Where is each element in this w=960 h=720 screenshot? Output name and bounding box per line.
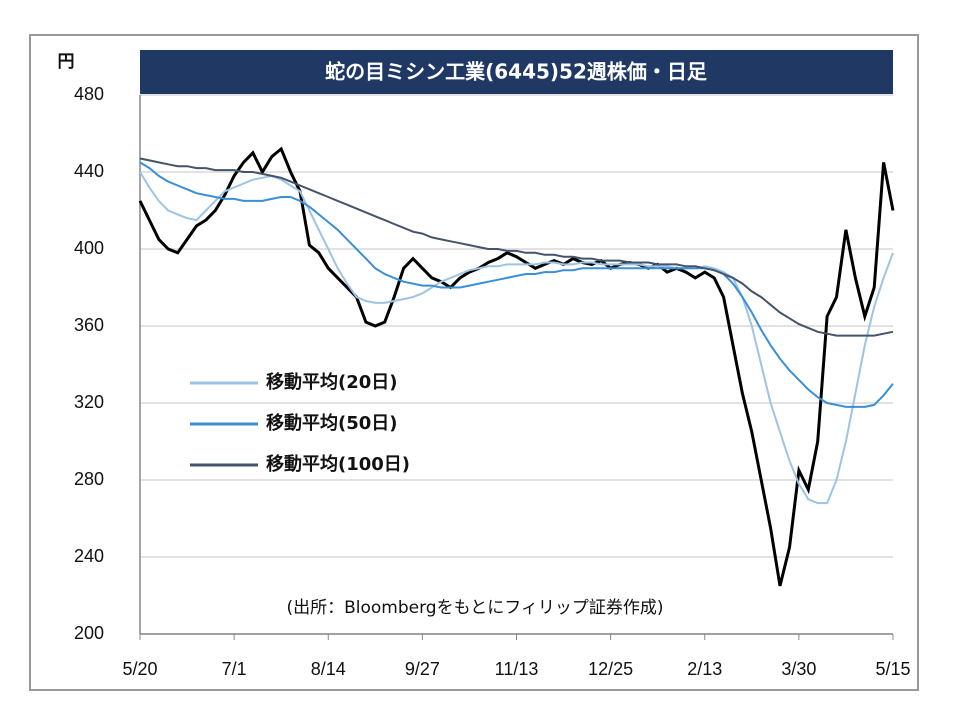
x-tick-label: 12/25 (588, 659, 633, 679)
title-bar (140, 50, 893, 94)
ma-line (139, 157, 894, 337)
x-tick-label: 3/30 (781, 659, 816, 679)
ma-line (139, 161, 894, 408)
x-tick-label: 7/1 (222, 659, 247, 679)
y-unit: 円 (58, 52, 75, 72)
y-tick-label: 440 (74, 161, 104, 181)
x-tick-label: 9/27 (405, 659, 440, 679)
y-tick-label: 200 (74, 623, 104, 643)
x-tick-label: 8/14 (311, 659, 346, 679)
chart-frame (29, 34, 919, 691)
y-tick-label: 400 (74, 238, 104, 258)
x-tick-label: 5/15 (875, 659, 910, 679)
x-tick-label: 2/13 (687, 659, 722, 679)
x-tick-label: 5/20 (122, 659, 157, 679)
legend-label: 移動平均(50日) (266, 412, 398, 434)
annotation: (出所：Bloombergをもとにフィリップ証券作成) (286, 598, 663, 618)
legend-label: 移動平均(20日) (266, 371, 398, 393)
chart-title: 蛇の目ミシン工業(6445)52週株価・日足 (325, 60, 708, 84)
y-tick-label: 280 (74, 469, 104, 489)
price-line (138, 146, 895, 587)
y-tick-label: 320 (74, 392, 104, 412)
y-tick-label: 480 (74, 84, 104, 104)
x-tick-label: 11/13 (495, 659, 539, 679)
legend-label: 移動平均(100日) (266, 453, 410, 475)
y-tick-label: 240 (74, 546, 104, 566)
y-tick-label: 360 (74, 315, 104, 335)
ma-line (139, 171, 894, 505)
